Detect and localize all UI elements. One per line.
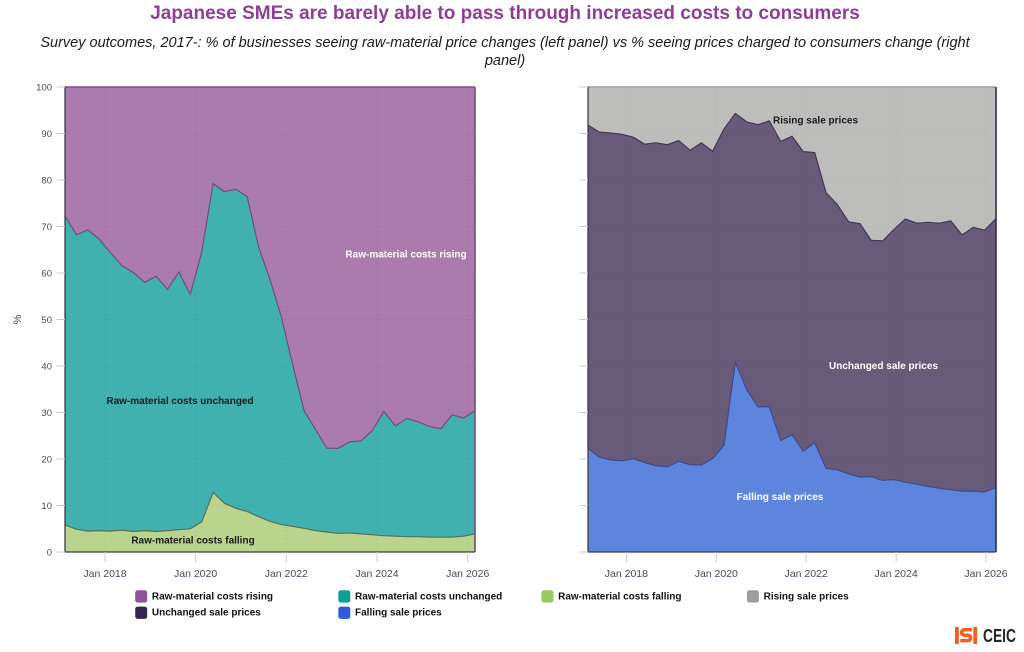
svg-text:Unchanged sale prices: Unchanged sale prices bbox=[152, 608, 261, 619]
svg-text:50: 50 bbox=[41, 315, 52, 326]
svg-text:Jan 2018: Jan 2018 bbox=[83, 568, 126, 580]
svg-text:Jan 2020: Jan 2020 bbox=[695, 568, 738, 580]
svg-text:Raw-material costs unchanged: Raw-material costs unchanged bbox=[355, 591, 502, 602]
svg-text:60: 60 bbox=[41, 269, 52, 280]
svg-text:%: % bbox=[12, 314, 24, 324]
svg-text:Raw-material costs falling: Raw-material costs falling bbox=[558, 591, 681, 602]
svg-text:Rising sale prices: Rising sale prices bbox=[764, 591, 849, 602]
svg-text:0: 0 bbox=[47, 548, 52, 559]
svg-text:80: 80 bbox=[41, 176, 52, 187]
svg-text:Jan 2020: Jan 2020 bbox=[174, 568, 217, 580]
svg-text:Jan 2026: Jan 2026 bbox=[964, 568, 1007, 580]
svg-text:Jan 2024: Jan 2024 bbox=[874, 568, 917, 580]
svg-text:Raw-material costs rising: Raw-material costs rising bbox=[345, 250, 466, 261]
svg-text:Jan 2022: Jan 2022 bbox=[265, 568, 308, 580]
svg-text:100: 100 bbox=[36, 83, 52, 94]
svg-text:Jan 2018: Jan 2018 bbox=[605, 568, 648, 580]
svg-text:Raw-material costs falling: Raw-material costs falling bbox=[131, 536, 254, 547]
svg-text:Raw-material costs unchanged: Raw-material costs unchanged bbox=[106, 396, 253, 407]
svg-text:Falling sale prices: Falling sale prices bbox=[355, 608, 442, 619]
svg-text:Jan 2026: Jan 2026 bbox=[446, 568, 489, 580]
svg-text:70: 70 bbox=[41, 222, 52, 233]
svg-text:Rising sale prices: Rising sale prices bbox=[773, 116, 858, 127]
svg-text:Falling sale prices: Falling sale prices bbox=[737, 492, 824, 503]
svg-text:Jan 2024: Jan 2024 bbox=[355, 568, 398, 580]
svg-text:CEIC: CEIC bbox=[983, 626, 1016, 646]
svg-text:Raw-material costs rising: Raw-material costs rising bbox=[152, 591, 273, 602]
svg-text:10: 10 bbox=[41, 501, 52, 512]
svg-text:20: 20 bbox=[41, 455, 52, 466]
svg-text:Jan 2022: Jan 2022 bbox=[785, 568, 828, 580]
svg-text:40: 40 bbox=[41, 362, 52, 373]
svg-text:90: 90 bbox=[41, 129, 52, 140]
svg-text:30: 30 bbox=[41, 408, 52, 419]
svg-text:Unchanged sale prices: Unchanged sale prices bbox=[829, 361, 938, 372]
